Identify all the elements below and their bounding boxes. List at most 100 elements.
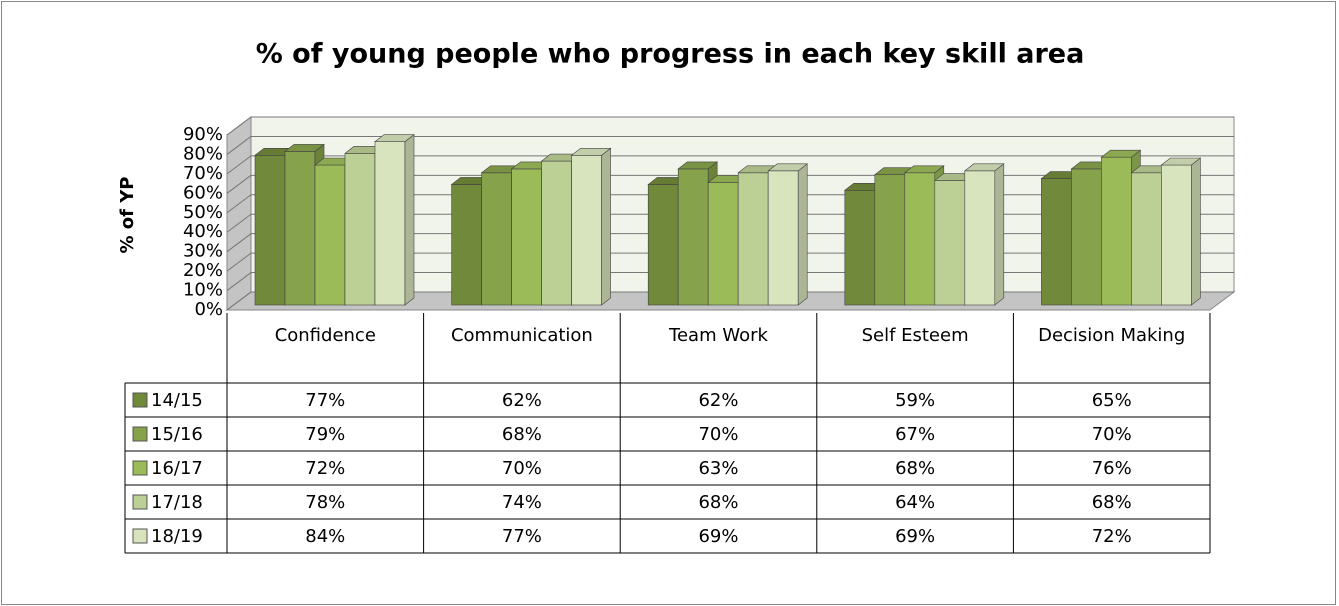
category-label-box: Self Esteem (862, 325, 969, 346)
category-label-box: Team Work (669, 325, 768, 346)
grid-line (226, 194, 252, 214)
bar-top (284, 144, 325, 152)
bar (767, 163, 809, 306)
category-label-box: Confidence (274, 325, 376, 346)
data-label: 59% (895, 390, 935, 411)
bar-top (963, 163, 1005, 172)
x-tick-label: Communication (450, 325, 593, 346)
bar (1160, 157, 1202, 306)
legend-swatch (132, 392, 148, 408)
bar-front (284, 151, 316, 306)
bar (374, 134, 415, 306)
bar-front (571, 154, 602, 306)
data-label: 69% (895, 526, 935, 547)
data-label: 62% (698, 390, 738, 411)
grid-line (226, 233, 252, 253)
y-axis-title: % of YP (117, 177, 138, 254)
bar-front (767, 170, 799, 306)
data-label: 68% (502, 424, 542, 445)
legend-label: 15/16 (151, 424, 203, 445)
grid-line (226, 116, 252, 136)
bar-top (903, 165, 945, 174)
chart-title: % of young people who progress in each k… (256, 39, 1085, 70)
bar-front (344, 153, 376, 306)
bar-top (677, 161, 719, 170)
bar-top (570, 147, 612, 156)
x-tick-label: Decision Making (1038, 325, 1186, 346)
data-label: 62% (502, 390, 542, 411)
bar-side (404, 134, 415, 306)
data-label: 84% (305, 526, 345, 547)
y-tick-label: 70% (183, 163, 223, 184)
bar-front (1071, 168, 1102, 306)
legend-label: 14/15 (151, 390, 203, 411)
grid-line (226, 291, 252, 311)
legend-label: 16/17 (151, 458, 203, 479)
data-label: 68% (895, 458, 935, 479)
grid-line (226, 272, 252, 291)
bar-front (481, 172, 512, 306)
bar (570, 147, 612, 306)
bar-front (647, 184, 679, 306)
x-tick-label: Confidence (274, 325, 376, 346)
legend-label: 17/18 (151, 492, 203, 513)
legend-label: 18/19 (151, 526, 203, 547)
bar-top (767, 163, 809, 172)
y-tick-label: 40% (183, 221, 223, 242)
legend-swatch (132, 460, 148, 476)
bar-front (934, 180, 966, 306)
data-label: 70% (1092, 424, 1132, 445)
data-label: 63% (698, 458, 738, 479)
bar-front (737, 172, 769, 306)
data-label: 68% (698, 492, 738, 513)
data-label: 77% (502, 526, 542, 547)
data-label: 76% (1092, 458, 1132, 479)
bar-front (541, 160, 572, 306)
legend-swatch (132, 494, 148, 510)
bar-front (374, 141, 406, 306)
bar-side (797, 163, 808, 306)
y-tick-label: 80% (183, 143, 223, 164)
bar-front (1131, 172, 1162, 306)
bar-side (994, 163, 1005, 306)
bar-front (451, 184, 482, 306)
bar-front (904, 172, 936, 306)
bar (963, 163, 1005, 306)
y-tick-label: 90% (183, 124, 223, 145)
data-label: 70% (698, 424, 738, 445)
y-tick-label: 60% (183, 182, 223, 203)
data-label: 72% (1092, 526, 1132, 547)
x-tick-label: Team Work (669, 325, 768, 346)
data-label: 78% (305, 492, 345, 513)
legend-swatch (132, 426, 148, 442)
data-label: 69% (698, 526, 738, 547)
data-label: 64% (895, 492, 935, 513)
bar-side (601, 147, 611, 306)
y-tick-label: 0% (194, 299, 223, 320)
legend-swatch (132, 528, 148, 544)
bar-front (707, 182, 739, 306)
data-label: 68% (1092, 492, 1132, 513)
bar-top (374, 134, 415, 142)
data-label: 74% (502, 492, 542, 513)
grid-line (226, 213, 252, 233)
data-label: 79% (305, 424, 345, 445)
bar-front (1161, 164, 1192, 306)
y-tick-label: 20% (183, 260, 223, 281)
grid-line (226, 155, 252, 175)
data-label: 70% (502, 458, 542, 479)
bar-front (844, 189, 876, 306)
bar-front (874, 174, 906, 306)
category-label-box: Decision Making (1038, 325, 1186, 346)
grid-line (226, 252, 252, 272)
y-tick-label: 30% (183, 241, 223, 262)
bar-front (964, 170, 996, 306)
bar-front (511, 168, 542, 306)
y-tick-label: 50% (183, 202, 223, 223)
bar-front (1041, 178, 1072, 306)
bar-front (254, 154, 286, 306)
bar-front (314, 164, 346, 306)
y-tick-label: 10% (183, 280, 223, 301)
bar-front (677, 168, 709, 306)
data-label: 77% (305, 390, 345, 411)
